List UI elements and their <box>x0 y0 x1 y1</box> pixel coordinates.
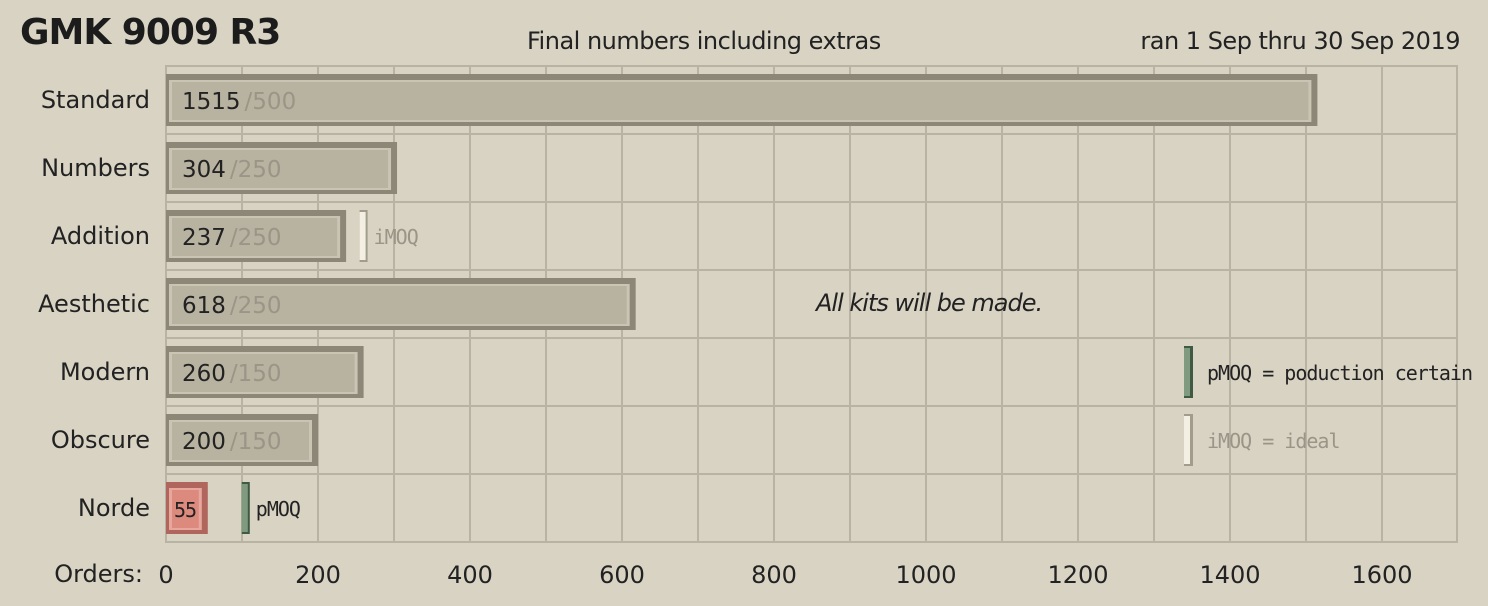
chart-legend: pMOQ = poduction certain iMOQ = ideal <box>1184 346 1473 466</box>
bar-numbers <box>166 142 398 194</box>
chart-annotation: All kits will be made. <box>814 289 1042 317</box>
x-tick-label: 200 <box>295 561 341 589</box>
bar-aesthetic <box>166 278 636 330</box>
chart-title: GMK 9009 R3 <box>20 12 281 53</box>
x-tick-label: 1200 <box>1047 561 1108 589</box>
goal-label: /250 <box>230 157 282 183</box>
category-label: Numbers <box>41 154 150 182</box>
bar-modern <box>166 346 364 398</box>
legend-item-imoq: iMOQ = ideal <box>1184 414 1341 466</box>
category-label: Obscure <box>51 426 150 454</box>
x-tick-label: 1000 <box>895 561 956 589</box>
x-tick-label: 1400 <box>1199 561 1260 589</box>
legend-item-pmoq: pMOQ = poduction certain <box>1184 346 1473 398</box>
value-label: 618/250 <box>182 293 282 319</box>
legend-label: iMOQ = ideal <box>1207 429 1340 453</box>
goal-label: /250 <box>230 225 282 251</box>
imoq-marker <box>359 210 368 262</box>
x-tick-label: 600 <box>599 561 645 589</box>
bar-standard <box>166 74 1318 126</box>
date-range: ran 1 Sep thru 30 Sep 2019 <box>1140 27 1460 55</box>
bar-obscure <box>166 414 318 466</box>
goal-label: /250 <box>230 293 282 319</box>
bar-face <box>172 82 1309 120</box>
goal-label: /150 <box>230 429 282 455</box>
x-tick-label: 0 <box>158 561 173 589</box>
marker-face <box>241 484 248 532</box>
value-label: 200/150 <box>182 429 282 455</box>
x-axis-label: Orders: <box>54 560 143 588</box>
bar-face <box>172 150 389 188</box>
goal-label: /150 <box>230 361 282 387</box>
marker-face <box>359 212 366 260</box>
chart-bars <box>166 74 1318 534</box>
category-label: Aesthetic <box>38 290 150 318</box>
category-label: Modern <box>60 358 150 386</box>
value-label: 1515/500 <box>182 89 296 115</box>
legend-swatch <box>1184 416 1190 464</box>
value-label: 55 <box>174 498 196 522</box>
category-label: Addition <box>51 222 150 250</box>
category-label: Standard <box>41 86 150 114</box>
marker-label: pMOQ <box>256 497 300 521</box>
bar-face <box>172 286 627 324</box>
category-label: Norde <box>78 494 150 522</box>
value-label: 304/250 <box>182 157 282 183</box>
legend-label: pMOQ = poduction certain <box>1207 361 1472 385</box>
x-tick-label: 400 <box>447 561 493 589</box>
value-label: 260/150 <box>182 361 282 387</box>
value-label: 237/250 <box>182 225 282 251</box>
chart-labels: Standard 1515/500 Numbers 304/250 Addition 23… <box>38 86 419 522</box>
bar-face <box>172 490 199 528</box>
bar-face <box>172 354 355 392</box>
bar-norde <box>166 482 208 534</box>
bar-face <box>172 218 338 256</box>
chart-subtitle: Final numbers including extras <box>527 27 881 55</box>
x-tick-label: 800 <box>751 561 797 589</box>
pmoq-marker <box>241 482 250 534</box>
goal-label: /500 <box>245 89 297 115</box>
chart-ticks: Orders: 0 200 400 600 800 1000 1200 1400 1600 <box>54 560 1412 589</box>
bar-addition <box>166 210 347 262</box>
chart-markers <box>241 210 368 534</box>
legend-swatch <box>1184 348 1190 396</box>
marker-label: iMOQ <box>374 225 418 249</box>
x-tick-label: 1600 <box>1351 561 1412 589</box>
bar-face <box>172 422 309 460</box>
